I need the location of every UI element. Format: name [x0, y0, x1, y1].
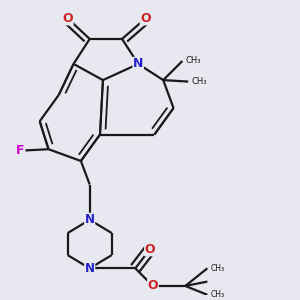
Text: CH₃: CH₃: [210, 290, 224, 299]
Text: N: N: [85, 213, 95, 226]
Text: N: N: [85, 262, 95, 275]
Text: O: O: [140, 12, 151, 25]
Text: O: O: [145, 243, 155, 256]
Text: N: N: [133, 57, 143, 70]
Text: O: O: [62, 12, 73, 25]
Text: CH₃: CH₃: [191, 77, 207, 86]
Text: CH₃: CH₃: [185, 56, 201, 65]
Text: O: O: [148, 280, 158, 292]
Text: CH₃: CH₃: [210, 264, 224, 273]
Text: F: F: [16, 144, 25, 157]
